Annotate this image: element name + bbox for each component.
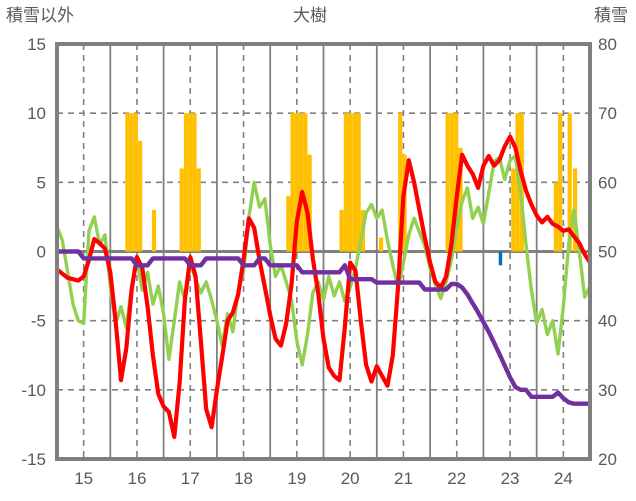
x-axis-tick: 16 bbox=[127, 469, 146, 488]
plot-border bbox=[55, 42, 592, 461]
left-axis-tick: -5 bbox=[31, 312, 46, 331]
blue-bar bbox=[498, 251, 503, 266]
left-axis-tick: 5 bbox=[37, 173, 46, 192]
left-axis-tick: 10 bbox=[27, 104, 46, 123]
x-axis-tick: 15 bbox=[74, 469, 93, 488]
gridlines bbox=[57, 44, 590, 459]
right-axis-tick: 30 bbox=[598, 381, 617, 400]
x-axis-tick: 21 bbox=[394, 469, 413, 488]
x-axis-tick: 20 bbox=[341, 469, 360, 488]
left-axis-tick: 15 bbox=[27, 35, 46, 54]
x-axis-tick: 22 bbox=[447, 469, 466, 488]
x-axis-tick: 19 bbox=[287, 469, 306, 488]
right-axis-tick: 70 bbox=[598, 104, 617, 123]
series-layer bbox=[56, 113, 591, 439]
red-line bbox=[56, 134, 591, 439]
right-axis-tick: 20 bbox=[598, 450, 617, 469]
right-axis-tick: 80 bbox=[598, 35, 617, 54]
x-axis-tick: 24 bbox=[554, 469, 573, 488]
x-axis-tick: 18 bbox=[234, 469, 253, 488]
x-axis-tick: 23 bbox=[501, 469, 520, 488]
left-axis-tick: -15 bbox=[21, 450, 46, 469]
purple-line bbox=[56, 249, 591, 406]
green-line bbox=[56, 154, 591, 367]
right-axis-tick: 40 bbox=[598, 312, 617, 331]
left-axis-tick: -10 bbox=[21, 381, 46, 400]
right-axis-tick: 60 bbox=[598, 173, 617, 192]
orange-bars bbox=[125, 113, 578, 252]
right-axis-tick: 50 bbox=[598, 243, 617, 262]
chart-title: 大樹 bbox=[293, 6, 327, 25]
left-axis-tick: 0 bbox=[37, 243, 46, 262]
right-axis-title: 積雪 bbox=[594, 6, 628, 25]
left-axis-title: 積雪以外 bbox=[6, 6, 74, 25]
x-axis-tick: 17 bbox=[181, 469, 200, 488]
